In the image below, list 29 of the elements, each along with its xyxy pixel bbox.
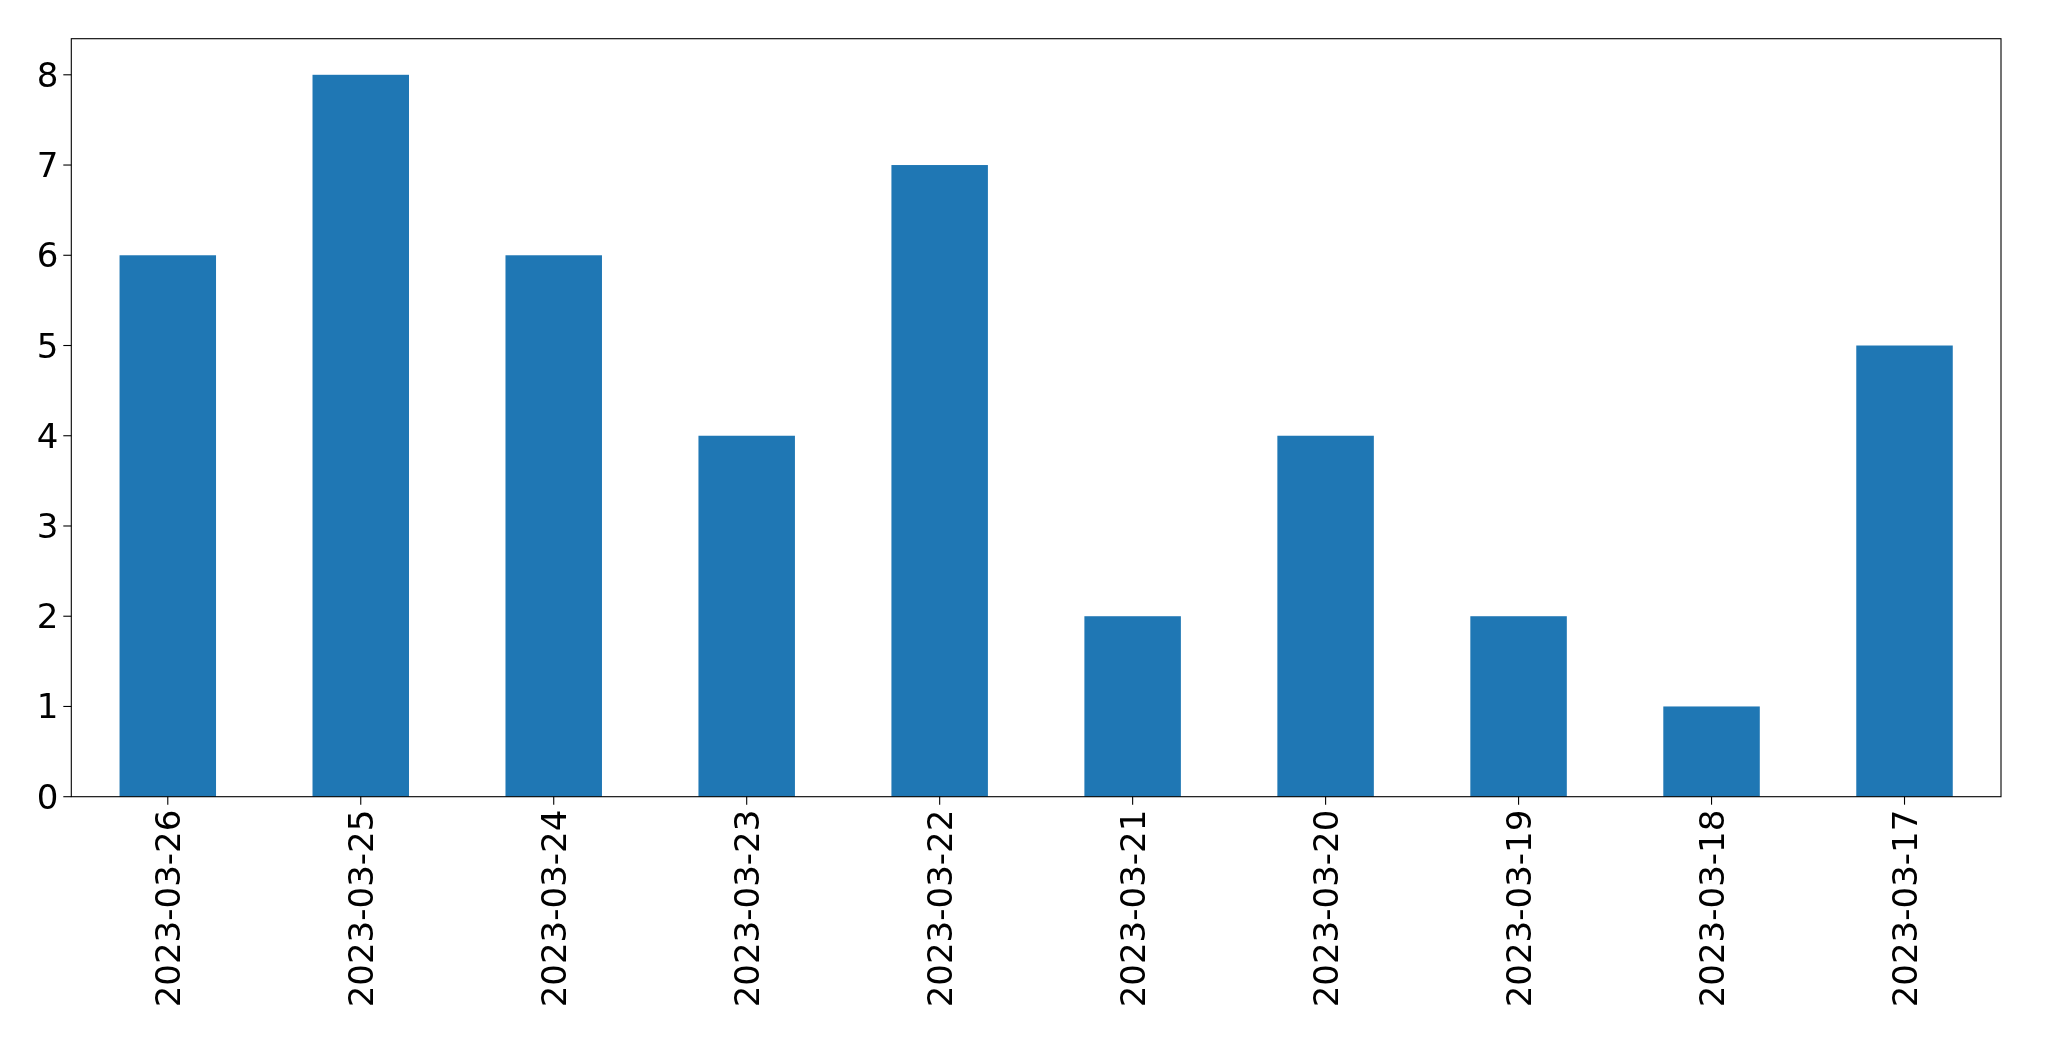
x-tick-label: 2023-03-23 (726, 809, 767, 1008)
bar (698, 435, 795, 797)
y-tick-label: 4 (36, 415, 59, 456)
x-tick-label: 2023-03-25 (340, 809, 381, 1008)
x-tick-label: 2023-03-21 (1112, 809, 1153, 1008)
bar (1470, 616, 1567, 797)
bar (505, 255, 602, 797)
x-tick-label: 2023-03-20 (1305, 809, 1346, 1008)
y-tick-label: 2 (36, 596, 59, 637)
y-tick-label: 5 (36, 325, 59, 366)
y-tick-label: 6 (36, 235, 59, 276)
x-tick-label: 2023-03-24 (533, 809, 574, 1008)
bar (119, 255, 217, 797)
y-tick-label: 0 (36, 776, 59, 817)
x-tick-label: 2023-03-18 (1691, 809, 1732, 1008)
bar (1663, 706, 1760, 797)
bar (1084, 616, 1181, 797)
bar (1856, 345, 1953, 797)
bar (312, 74, 409, 797)
x-tick-label: 2023-03-17 (1884, 809, 1925, 1008)
y-tick-label: 8 (36, 54, 59, 95)
x-tick-label: 2023-03-26 (147, 809, 188, 1008)
y-tick-label: 3 (36, 505, 59, 546)
y-tick-label: 7 (36, 145, 59, 186)
x-tick-label: 2023-03-22 (919, 809, 960, 1008)
x-tick-label: 2023-03-19 (1498, 809, 1539, 1008)
bar (1277, 435, 1374, 797)
bar (891, 165, 988, 797)
y-tick-label: 1 (36, 686, 59, 727)
